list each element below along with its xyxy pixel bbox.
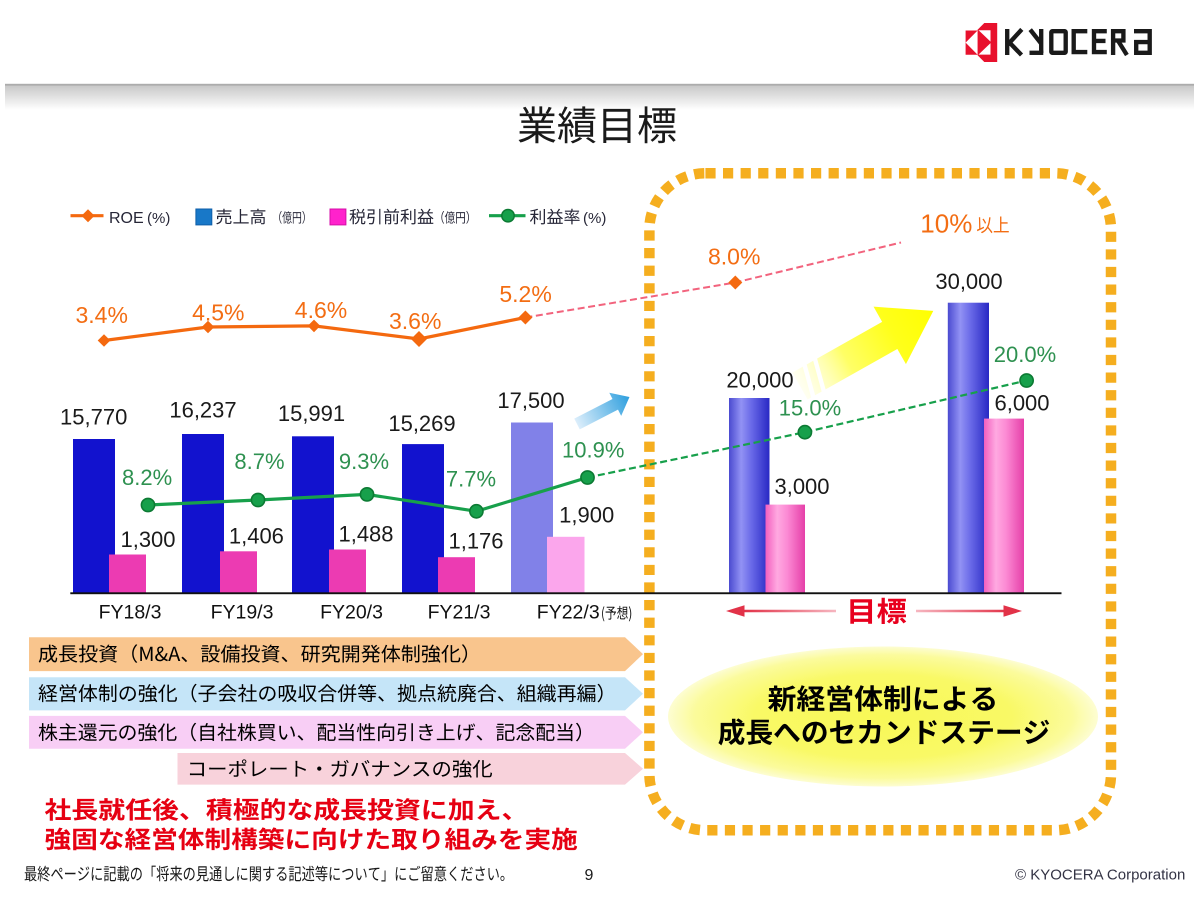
svg-text:FY19/3: FY19/3 (211, 602, 274, 624)
svg-text:(%): (%) (147, 210, 170, 227)
svg-text:20,000: 20,000 (726, 368, 793, 393)
svg-text:© KYOCERA Corporation: © KYOCERA Corporation (1015, 867, 1185, 884)
svg-text:15,991: 15,991 (278, 401, 345, 426)
svg-text:ROE: ROE (109, 210, 144, 227)
svg-text:8.0%: 8.0% (708, 244, 760, 270)
svg-text:30,000: 30,000 (935, 269, 1002, 294)
svg-text:15,770: 15,770 (60, 405, 127, 430)
svg-text:8.7%: 8.7% (234, 449, 284, 474)
svg-text:8.2%: 8.2% (122, 465, 172, 490)
svg-text:(%): (%) (583, 210, 606, 227)
svg-text:3.6%: 3.6% (389, 308, 441, 334)
svg-text:3,000: 3,000 (774, 474, 829, 499)
svg-text:FY21/3: FY21/3 (428, 602, 491, 624)
svg-text:17,500: 17,500 (497, 388, 564, 413)
svg-text:1,300: 1,300 (120, 527, 175, 552)
svg-text:6,000: 6,000 (994, 391, 1049, 416)
svg-text:7.7%: 7.7% (446, 467, 496, 492)
svg-text:15.0%: 15.0% (779, 396, 841, 421)
svg-text:1,176: 1,176 (448, 529, 503, 554)
svg-text:FY22/3: FY22/3 (537, 602, 600, 624)
svg-text:9: 9 (585, 867, 594, 884)
svg-text:20.0%: 20.0% (994, 342, 1056, 367)
svg-text:9.3%: 9.3% (339, 449, 389, 474)
svg-text:10%: 10% (920, 209, 972, 239)
svg-text:1,406: 1,406 (229, 524, 284, 549)
svg-text:4.5%: 4.5% (192, 300, 244, 326)
svg-text:15,269: 15,269 (388, 411, 455, 436)
svg-text:16,237: 16,237 (169, 398, 236, 423)
svg-text:FY20/3: FY20/3 (320, 602, 383, 624)
svg-text:1,488: 1,488 (338, 522, 393, 547)
svg-text:5.2%: 5.2% (499, 281, 551, 307)
svg-text:3.4%: 3.4% (75, 302, 127, 328)
svg-text:4.6%: 4.6% (295, 297, 347, 323)
svg-text:FY18/3: FY18/3 (99, 602, 162, 624)
svg-text:1,900: 1,900 (559, 503, 614, 528)
svg-text:10.9%: 10.9% (562, 438, 624, 463)
